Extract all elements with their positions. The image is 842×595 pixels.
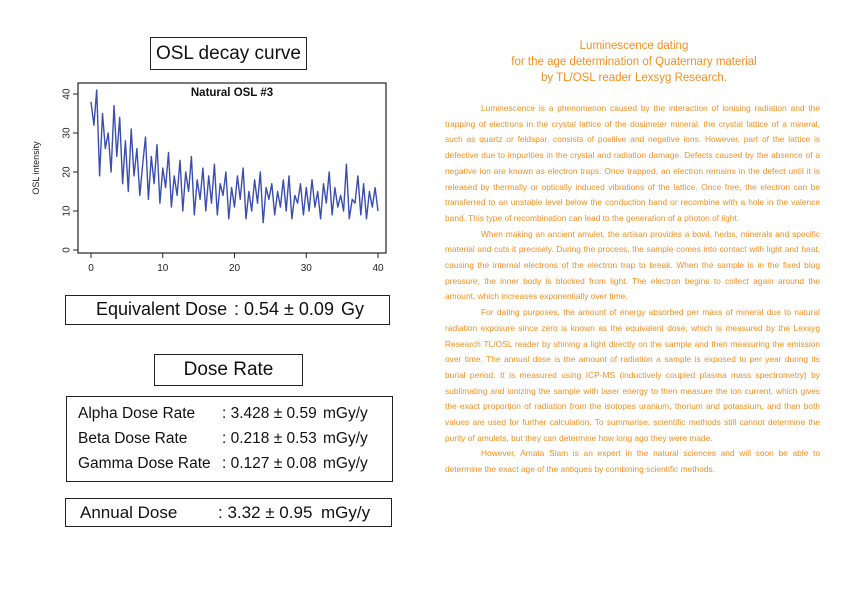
- annual-dose-value: : 3.32 ± 0.95: [218, 503, 313, 522]
- equivalent-dose-label: Equivalent Dose: [96, 299, 228, 319]
- info-title-line-1: Luminescence dating: [579, 40, 689, 52]
- osl-decay-curve-title: OSL decay curve: [150, 37, 307, 70]
- gamma-dose-rate-value: : 0.127 ± 0.08: [222, 455, 317, 472]
- osl-chart: 0 10 20 30 40 0 10 20 30 40 OSL intensity Natural O…: [28, 78, 398, 290]
- beta-dose-rate-row: Beta Dose Rate : 0.218 ± 0.53 mGy/y: [67, 430, 392, 452]
- y-tick-label: 0: [62, 247, 73, 253]
- x-tick-label: 20: [229, 263, 241, 274]
- info-paragraph-3: For dating purposes, the amount of energ…: [445, 307, 820, 443]
- gamma-dose-rate-row: Gamma Dose Rate : 0.127 ± 0.08 mGy/y: [67, 455, 392, 477]
- x-tick-label: 0: [88, 263, 94, 274]
- info-title-line-3: by TL/OSL reader Lexsyg Research.: [540, 72, 727, 84]
- info-title-line-2: for the age determination of Quaternary …: [511, 56, 757, 68]
- alpha-dose-rate-label: Alpha Dose Rate: [78, 405, 196, 422]
- osl-chart-svg: 0 10 20 30 40 0 10 20 30 40 OSL intensity Natural O…: [31, 82, 387, 274]
- beta-dose-rate-label: Beta Dose Rate: [78, 430, 188, 447]
- x-tick-label: 30: [301, 263, 313, 274]
- dose-rates-box: Alpha Dose Rate : 3.428 ± 0.59 mGy/y Bet…: [66, 396, 393, 482]
- info-paragraph-2: When making an ancient amulet, the artis…: [445, 228, 820, 302]
- y-tick-label: 20: [62, 166, 73, 178]
- plot-frame: [77, 82, 387, 254]
- annual-dose-label: Annual Dose: [80, 503, 178, 522]
- beta-dose-rate-unit: mGy/y: [323, 430, 368, 447]
- y-tick-label: 30: [62, 127, 73, 139]
- info-paragraph-1: Luminescence is a phenomenon caused by t…: [445, 103, 820, 223]
- info-paragraph-4: However, Amata Siam is an expert in the …: [445, 448, 820, 475]
- dose-rate-title-text: Dose Rate: [183, 359, 274, 380]
- annual-dose-box: Annual Dose : 3.32 ± 0.95 mGy/y: [65, 498, 392, 527]
- y-axis-label: OSL intensity: [31, 141, 41, 195]
- equivalent-dose-box: Equivalent Dose : 0.54 ± 0.09 Gy: [65, 295, 390, 325]
- equivalent-dose-value: : 0.54 ± 0.09: [234, 299, 334, 319]
- chart-title: Natural OSL #3: [191, 87, 273, 99]
- y-tick-label: 10: [62, 205, 73, 217]
- alpha-dose-rate-row: Alpha Dose Rate : 3.428 ± 0.59 mGy/y: [67, 405, 392, 427]
- info-title: Luminescence dating for the age determin…: [448, 38, 820, 86]
- gamma-dose-rate-unit: mGy/y: [323, 455, 368, 472]
- equivalent-dose-unit: Gy: [341, 299, 365, 319]
- osl-series-line: [90, 89, 379, 224]
- x-tick-label: 40: [372, 263, 384, 274]
- annual-dose-unit: mGy/y: [321, 503, 371, 522]
- gamma-dose-rate-label: Gamma Dose Rate: [78, 455, 211, 472]
- y-tick-label: 40: [62, 88, 73, 100]
- alpha-dose-rate-unit: mGy/y: [323, 405, 368, 422]
- x-tick-label: 10: [157, 263, 169, 274]
- alpha-dose-rate-value: : 3.428 ± 0.59: [222, 405, 317, 422]
- info-body: Luminescence is a phenomenon caused by t…: [445, 101, 820, 478]
- beta-dose-rate-value: : 0.218 ± 0.53: [222, 430, 317, 447]
- dose-rate-title: Dose Rate: [154, 354, 303, 386]
- osl-title-text: OSL decay curve: [155, 42, 302, 64]
